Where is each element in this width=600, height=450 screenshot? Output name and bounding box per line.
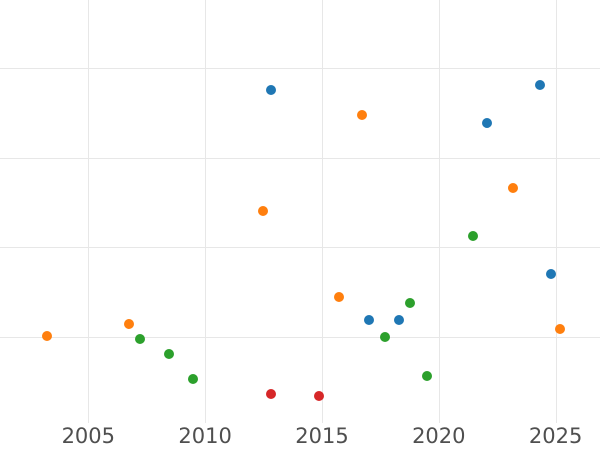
gridline-horizontal bbox=[0, 247, 600, 249]
plot-area bbox=[0, 0, 600, 423]
scatter-point-blue bbox=[535, 79, 546, 90]
scatter-point-orange bbox=[257, 206, 268, 217]
gridline-vertical bbox=[555, 0, 557, 423]
gridline-vertical bbox=[88, 0, 90, 423]
scatter-point-blue bbox=[546, 269, 557, 280]
gridline-horizontal bbox=[0, 337, 600, 338]
scatter-point-green bbox=[135, 333, 145, 344]
scatter-point-green bbox=[188, 374, 199, 385]
scatter-point-green bbox=[422, 370, 433, 381]
scatter-point-red bbox=[266, 389, 276, 400]
scatter-point-blue bbox=[364, 315, 375, 325]
scatter-point-green bbox=[405, 297, 415, 308]
scatter-point-blue bbox=[481, 117, 492, 128]
x-tick-label: 2025 bbox=[528, 424, 583, 448]
scatter-point-orange bbox=[357, 110, 368, 121]
scatter-point-blue bbox=[394, 315, 405, 325]
gridline-vertical bbox=[322, 0, 323, 423]
x-tick-label: 2010 bbox=[178, 424, 232, 448]
x-tick-label: 2015 bbox=[295, 424, 349, 448]
x-axis: 2005 2010 2015 2020 2025 bbox=[0, 423, 600, 450]
gridline-vertical bbox=[438, 0, 440, 423]
scatter-point-green bbox=[164, 349, 175, 360]
scatter-point-green bbox=[380, 332, 391, 342]
scatter-point-red bbox=[314, 391, 325, 402]
scatter-point-blue bbox=[266, 85, 276, 96]
x-tick-label: 2020 bbox=[412, 424, 466, 448]
scatter-point-orange bbox=[334, 291, 345, 302]
gridline-vertical bbox=[205, 0, 207, 423]
scatter-point-green bbox=[468, 230, 479, 241]
x-tick-label: 2005 bbox=[61, 424, 116, 448]
gridline-horizontal bbox=[0, 157, 600, 159]
scatter-point-orange bbox=[507, 183, 518, 194]
scatter-point-orange bbox=[124, 319, 134, 330]
scatter-point-orange bbox=[41, 331, 52, 342]
scatter-point-orange bbox=[555, 323, 565, 334]
gridline-horizontal bbox=[0, 67, 600, 69]
